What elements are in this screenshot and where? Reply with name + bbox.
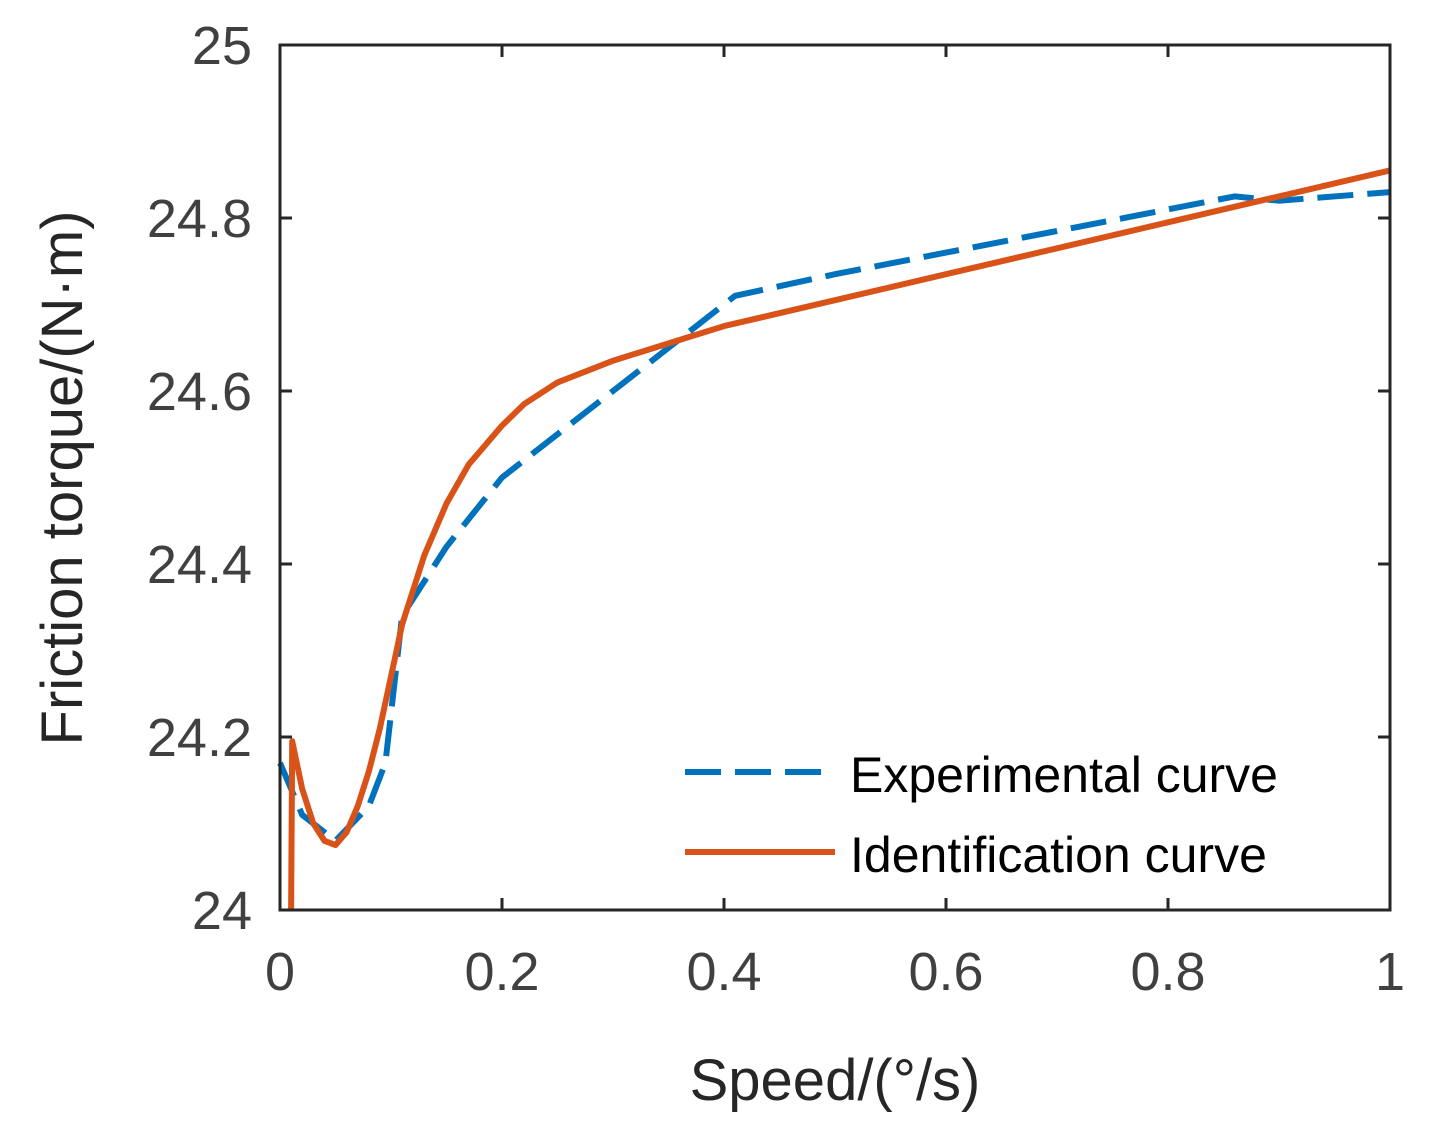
series-line-identification [288,167,1391,911]
axes-layer [278,43,1392,912]
legend-label-identification: Identification curve [850,827,1267,883]
y-axis-title: Friction torque/(N·m) [30,211,95,746]
x-tick-label: 1 [1375,942,1405,1002]
y-tick-label: 24.2 [147,708,252,768]
x-tick-label: 0.4 [686,942,761,1002]
y-tick-label: 24 [192,881,252,941]
x-tick-label: 0 [265,942,295,1002]
legend: Experimental curve Identification curve [685,747,1278,883]
x-tick-label: 0.2 [464,942,539,1002]
y-tick-label: 24.8 [147,189,252,249]
x-axis-title: Speed/(°/s) [690,1048,981,1113]
series-layer [277,167,1391,911]
series-line-experimental [277,189,1391,844]
x-tick-label: 0.8 [1130,942,1205,1002]
ticks-layer: 0 0.2 0.4 0.6 0.8 1 24 24.2 24.4 24.6 24.8 25 [147,16,1405,1002]
y-tick-label: 24.6 [147,362,252,422]
x-tick-label: 0.6 [908,942,983,1002]
plot-frame [278,43,1392,912]
legend-label-experimental: Experimental curve [850,747,1278,803]
y-tick-label: 25 [192,16,252,76]
y-tick-label: 24.4 [147,535,252,595]
